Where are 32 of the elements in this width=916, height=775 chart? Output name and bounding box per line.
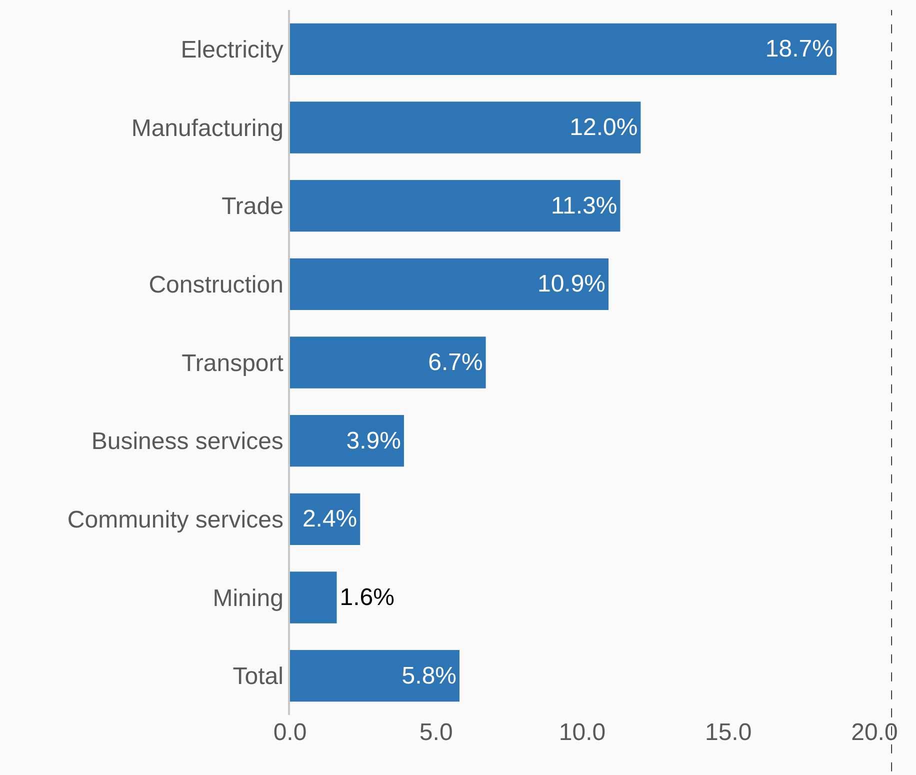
y-tick-label: Community services (67, 506, 284, 534)
x-tick-label: 20.0 (851, 719, 898, 746)
x-tick-label: 15.0 (704, 719, 752, 746)
y-tick-label: Construction (148, 272, 284, 299)
data-label: 5.8% (402, 662, 456, 690)
y-tick-label: Manufacturing (131, 114, 284, 142)
y-tick-label: Mining (212, 584, 284, 612)
data-label: 12.0% (570, 114, 638, 141)
y-tick-label: Trade (222, 193, 284, 220)
data-label: 11.3% (550, 192, 618, 220)
bar (290, 180, 620, 232)
y-tick-label: Total (232, 663, 284, 690)
x-tick-label: 5.0 (419, 719, 453, 746)
bar (290, 258, 609, 310)
data-label: 2.4% (302, 506, 358, 533)
data-label: 18.7% (765, 36, 834, 63)
y-tick-label: Business services (91, 428, 284, 456)
bar (290, 414, 404, 467)
data-label: 1.6% (340, 584, 394, 611)
data-label: 10.9% (537, 270, 606, 298)
y-tick-label: Electricity (180, 36, 284, 64)
x-tick-label: 0.0 (273, 719, 307, 746)
bar (290, 102, 641, 154)
bar (290, 493, 360, 546)
bar (290, 572, 337, 624)
y-tick-label: Transport (182, 350, 284, 377)
bar (290, 23, 836, 76)
bar (290, 650, 460, 702)
data-label: 3.9% (346, 427, 401, 454)
bar (290, 336, 486, 388)
data-label: 6.7% (428, 349, 483, 376)
x-tick-label: 10.0 (558, 719, 606, 746)
